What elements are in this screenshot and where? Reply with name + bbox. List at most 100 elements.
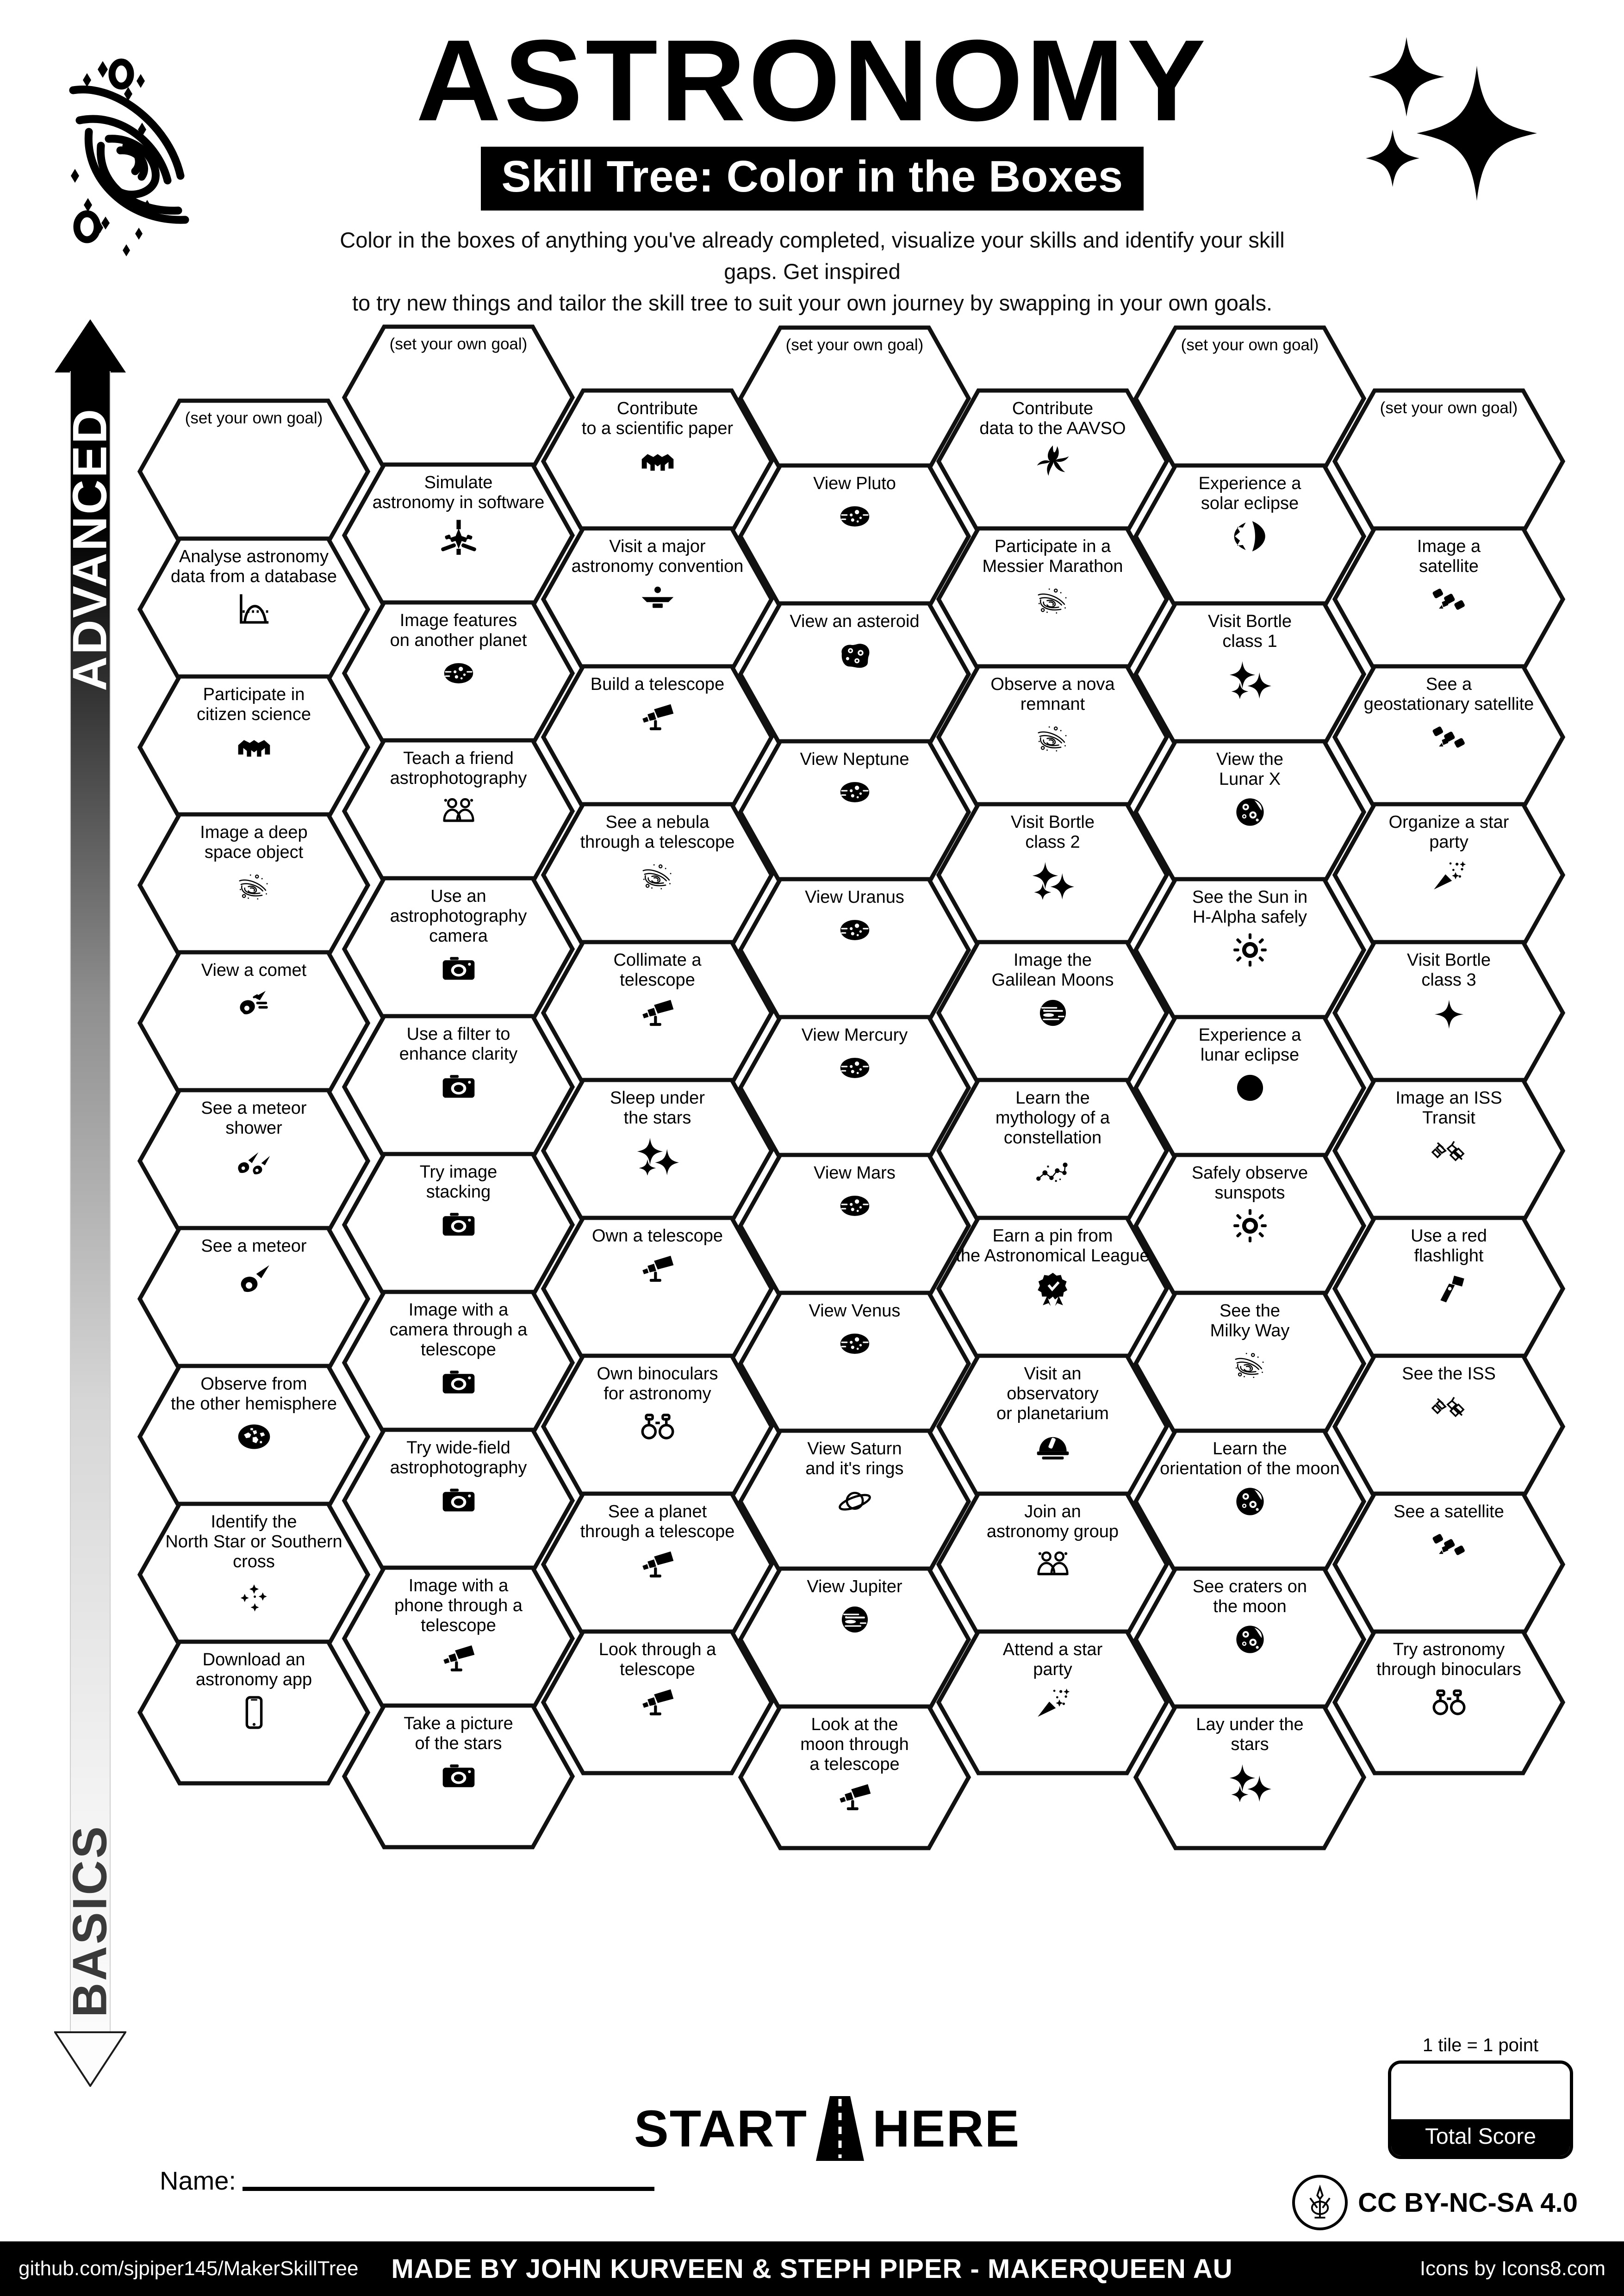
skill-tile[interactable]: (set your own goal) <box>342 324 575 471</box>
skill-tile[interactable]: Contribute to a scientific paper <box>541 388 774 535</box>
planet-pluto-icon <box>837 1326 873 1362</box>
skill-tile[interactable]: View Saturn and it's rings <box>738 1428 971 1575</box>
footer-github-link[interactable]: github.com/sjpiper145/MakerSkillTree <box>19 2257 359 2280</box>
skill-tile[interactable]: Visit a major astronomy convention <box>541 526 774 673</box>
skill-tile[interactable]: Contribute data to the AAVSO <box>936 388 1170 535</box>
score-frame[interactable]: Total Score <box>1388 2060 1573 2159</box>
skill-tile[interactable]: View Neptune <box>738 738 971 886</box>
skill-tile[interactable]: Collimate a telescope <box>541 939 774 1086</box>
skill-tile[interactable]: Attend a star party <box>936 1629 1170 1776</box>
skill-tile[interactable]: See a satellite <box>1332 1491 1566 1638</box>
skill-tile-label: Experience a solar eclipse <box>1188 474 1312 514</box>
globe-icon <box>236 1419 272 1455</box>
skill-tile-label: Try wide-field astrophotography <box>380 1438 537 1478</box>
skill-tile-label-line: Try wide-field <box>406 1438 510 1458</box>
skill-tile-label: Build a telescope <box>580 675 734 695</box>
skill-tile-label: Join an astronomy group <box>977 1502 1129 1542</box>
skill-tile[interactable]: Join an astronomy group <box>936 1491 1170 1638</box>
name-field[interactable]: Name: <box>160 2166 654 2196</box>
here-word: HERE <box>872 2099 1020 2158</box>
skill-tile[interactable]: Experience a lunar eclipse <box>1133 1014 1367 1161</box>
skill-tile[interactable]: Look at the moon through a telescope <box>738 1704 971 1851</box>
skill-tile-label-line: See a meteor <box>201 1098 307 1118</box>
skill-tile-label-line: class 2 <box>1025 832 1080 852</box>
skill-tile[interactable]: (set your own goal) <box>137 398 371 545</box>
name-input-line[interactable] <box>242 2187 654 2191</box>
skill-tile[interactable]: Sleep under the stars <box>541 1077 774 1224</box>
skill-tile[interactable]: Observe a nova remnant <box>936 664 1170 811</box>
skill-tile[interactable]: View Uranus <box>738 876 971 1024</box>
skill-tile[interactable]: Observe from the other hemisphere <box>137 1363 371 1510</box>
skill-tile[interactable]: Participate in a Messier Marathon <box>936 526 1170 673</box>
asteroid-icon <box>837 636 873 672</box>
skill-tile[interactable]: Try astronomy through binoculars <box>1332 1629 1566 1776</box>
skill-tile[interactable]: Own binoculars for astronomy <box>541 1353 774 1500</box>
podium-icon <box>640 581 676 617</box>
footer-icons-credit[interactable]: Icons by Icons8.com <box>1419 2257 1605 2280</box>
description: Color in the boxes of anything you've al… <box>324 224 1300 319</box>
skill-tile[interactable]: Learn the orientation of the moon <box>1133 1428 1367 1575</box>
skill-tile[interactable]: Image a satellite <box>1332 526 1566 673</box>
stars-icon <box>636 1133 679 1175</box>
skill-tile[interactable]: Image a deep space object <box>137 812 371 959</box>
skill-tile-label-line: phone through a <box>394 1595 523 1615</box>
skill-tile-label-line: (set your own goal) <box>389 335 528 353</box>
skill-tile[interactable]: View Venus <box>738 1290 971 1437</box>
skill-tile[interactable]: Use a red flashlight <box>1332 1215 1566 1362</box>
skill-tile[interactable]: Use a filter to enhance clarity <box>342 1013 575 1160</box>
skill-tile[interactable]: See a meteor shower <box>137 1087 371 1235</box>
skill-tile[interactable]: Lay under the stars <box>1133 1704 1367 1851</box>
skill-tile[interactable]: Image with a phone through a telescope <box>342 1565 575 1712</box>
skill-tile-label: Experience a lunar eclipse <box>1188 1025 1312 1065</box>
skill-tile[interactable]: Visit Bortle class 2 <box>936 801 1170 949</box>
skill-tile[interactable]: See a geostationary satellite <box>1332 664 1566 811</box>
skill-tile[interactable]: See the ISS <box>1332 1353 1566 1500</box>
flashlight-icon <box>1431 1271 1467 1307</box>
skill-tile[interactable]: View the Lunar X <box>1133 738 1367 886</box>
skill-tile-label-line: View an asteroid <box>790 612 920 631</box>
skill-tile[interactable]: Safely observe sunspots <box>1133 1152 1367 1299</box>
header: ASTRONOMY Skill Tree: Color in the Boxes… <box>324 23 1300 319</box>
skill-tile[interactable]: Download an astronomy app <box>137 1639 371 1786</box>
stars-icon <box>1229 1759 1271 1802</box>
skill-tile-label-line: flashlight <box>1414 1246 1484 1266</box>
party-icon <box>1035 1684 1071 1720</box>
skill-tile[interactable]: View a comet <box>137 949 371 1097</box>
observatory-icon <box>1035 1428 1071 1464</box>
skill-tile[interactable]: (set your own goal) <box>1133 325 1367 472</box>
skill-tile-label: Own a telescope <box>582 1226 733 1246</box>
skill-tile[interactable]: View Mars <box>738 1152 971 1299</box>
skill-tile[interactable]: Simulate astronomy in software <box>342 462 575 609</box>
skill-tile[interactable]: See craters on the moon <box>1133 1566 1367 1713</box>
handshake-icon <box>640 443 676 479</box>
skill-tile[interactable]: Teach a friend astrophotography <box>342 738 575 885</box>
skill-tile[interactable]: See a planet through a telescope <box>541 1491 774 1638</box>
skill-tile[interactable]: Take a picture of the stars <box>342 1703 575 1850</box>
planet-pluto-icon <box>837 774 873 810</box>
skill-tile[interactable]: Participate in citizen science <box>137 674 371 821</box>
skill-tile-label-line: See a satellite <box>1394 1502 1504 1521</box>
skill-tile-label: Observe from the other hemisphere <box>161 1374 347 1414</box>
skill-tile-label-line: Simulate <box>424 473 493 492</box>
license-text: CC BY-NC-SA 4.0 <box>1358 2187 1578 2218</box>
skill-tile[interactable]: Identify the North Star or Southern cross <box>137 1501 371 1648</box>
skill-tile[interactable]: (set your own goal) <box>1332 388 1566 535</box>
skill-tile[interactable]: View Jupiter <box>738 1566 971 1713</box>
skill-tile-label-line: Visit Bortle <box>1011 813 1095 832</box>
skill-tile-label: See a meteor shower <box>191 1098 317 1138</box>
skill-tile[interactable]: Visit Bortle class 3 <box>1332 939 1566 1086</box>
skill-tile-label: Participate in citizen science <box>187 685 321 725</box>
skill-tile-label-line: Experience a <box>1198 1025 1301 1045</box>
skill-tile[interactable]: Image with a camera through a telescope <box>342 1289 575 1436</box>
skill-tile[interactable]: Organize a star party <box>1332 801 1566 949</box>
skill-tile-label-line: View Mercury <box>801 1025 908 1045</box>
skill-tile-label-line: Sleep under <box>610 1088 705 1108</box>
skill-tile[interactable]: Analyse astronomy data from a database <box>137 536 371 683</box>
skill-tile-label-line: Learn the <box>1015 1088 1090 1108</box>
score-input[interactable] <box>1391 2064 1570 2119</box>
skill-tile[interactable]: See a meteor <box>137 1225 371 1372</box>
skill-tile[interactable]: See a nebula through a telescope <box>541 801 774 949</box>
skill-tile[interactable]: Learn the mythology of a constellation <box>936 1077 1170 1224</box>
skill-tile[interactable]: Image an ISS Transit <box>1332 1077 1566 1224</box>
skill-tile[interactable]: Look through a telescope <box>541 1629 774 1776</box>
